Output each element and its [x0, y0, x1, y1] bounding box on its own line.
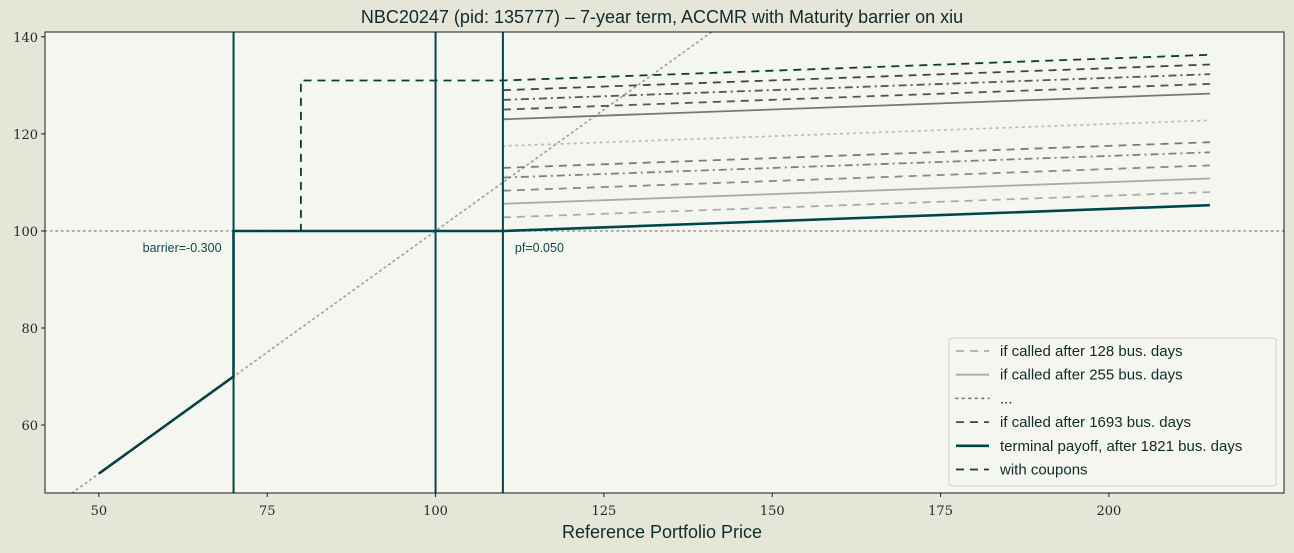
y-tick-label: 140	[13, 31, 38, 46]
y-tick-label: 120	[13, 128, 38, 143]
y-tick-label: 60	[21, 419, 38, 434]
annotation-pf: pf=0.050	[515, 241, 564, 255]
series-line-10	[502, 63, 1210, 92]
x-tick-label: 150	[760, 504, 785, 519]
series-line-5	[502, 141, 1210, 169]
legend-label-3: ...	[1000, 390, 1013, 407]
axis-ticks: 50 75 100 125 150 175 200 60 80 100 120 140	[13, 31, 1121, 519]
annotation-barrier: barrier=-0.300	[143, 241, 222, 255]
annotations: barrier=-0.300 pf=0.050	[143, 241, 564, 255]
x-tick-label: 175	[928, 504, 953, 519]
chart-title: NBC20247 (pid: 135777) – 7-year term, AC…	[361, 7, 963, 27]
series-line-2	[502, 177, 1210, 205]
series-line-4	[502, 151, 1210, 179]
x-tick-label: 50	[91, 504, 108, 519]
plot-frame	[44, 31, 1285, 494]
y-tick-label: 100	[13, 225, 38, 240]
legend-box	[948, 337, 1277, 487]
x-axis-label: Reference Portfolio Price	[562, 522, 762, 542]
legend: if called after 128 bus. days if called a…	[948, 337, 1277, 487]
series-line-8	[502, 83, 1210, 111]
series-line-6	[501, 119, 1211, 147]
series-line-7	[502, 92, 1210, 121]
series-line-9	[502, 73, 1210, 101]
legend-label-4: if called after 1693 bus. days	[1000, 414, 1191, 431]
legend-label-6: with coupons	[999, 462, 1088, 479]
legend-label-1: if called after 128 bus. days	[1000, 343, 1183, 360]
series-line-3	[502, 164, 1210, 192]
legend-label-5: terminal payoff, after 1821 bus. days	[1000, 438, 1242, 455]
x-tick-label: 100	[423, 504, 448, 519]
x-tick-label: 75	[259, 504, 276, 519]
x-tick-label: 125	[591, 504, 616, 519]
legend-label-2: if called after 255 bus. days	[1000, 367, 1183, 384]
y-tick-label: 80	[21, 322, 38, 337]
vertical-markers	[232, 32, 504, 493]
series-line-1	[502, 191, 1210, 219]
x-tick-label: 200	[1097, 504, 1122, 519]
